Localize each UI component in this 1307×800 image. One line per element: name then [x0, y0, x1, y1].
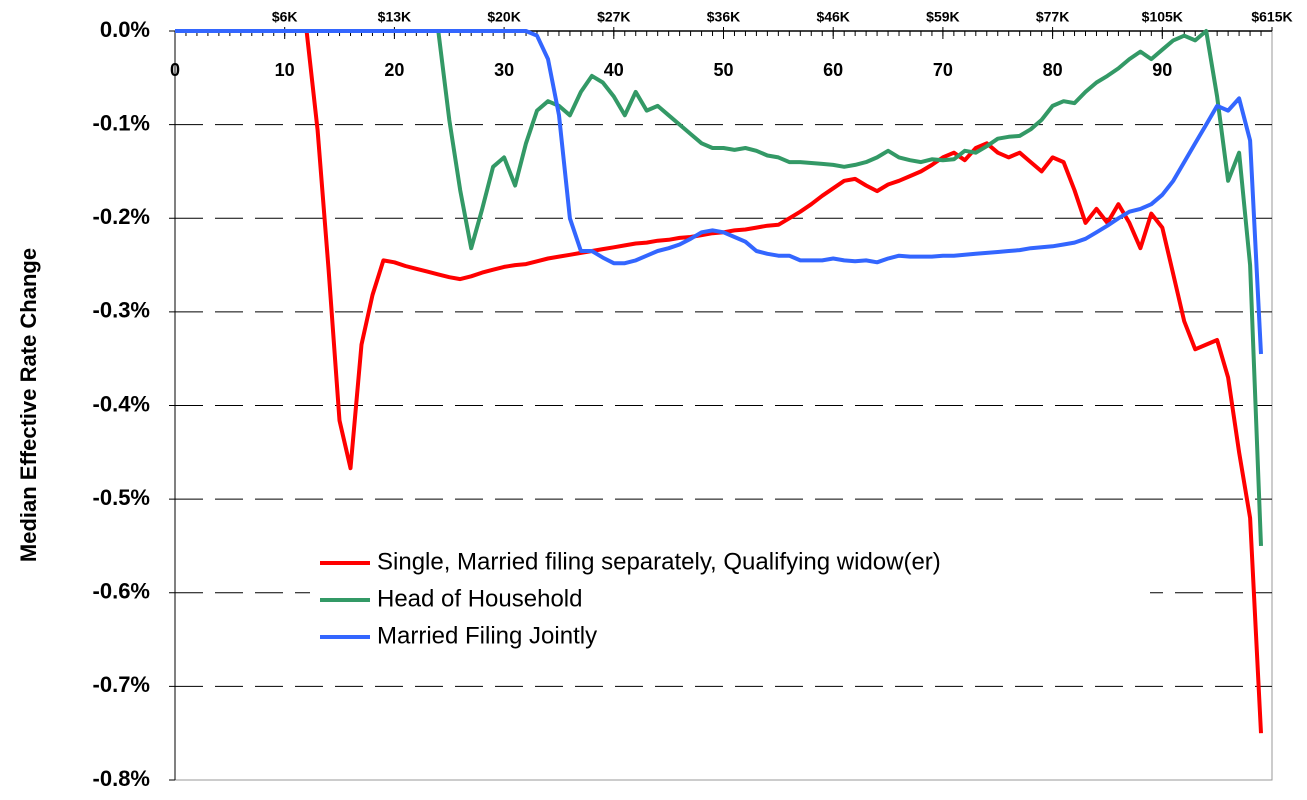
x2-tick-label: $59K [926, 9, 959, 25]
y-tick-label: -0.1% [93, 110, 150, 135]
series-line [175, 29, 1263, 355]
legend-box [310, 543, 1150, 655]
x-tick-label: 80 [1043, 60, 1063, 80]
y-tick-label: -0.3% [93, 298, 150, 323]
y-tick-label: -0.8% [93, 766, 150, 791]
x2-tick-label: $77K [1036, 9, 1069, 25]
series-line [175, 29, 1263, 546]
x-tick-label: 20 [384, 60, 404, 80]
y-tick-label: -0.2% [93, 204, 150, 229]
x2-tick-label: $105K [1142, 9, 1183, 25]
x-tick-label: 0 [170, 60, 180, 80]
x-tick-label: 70 [933, 60, 953, 80]
y-tick-label: -0.4% [93, 391, 150, 416]
x-tick-label: 50 [713, 60, 733, 80]
x2-tick-label: $27K [597, 9, 630, 25]
x-tick-label: 10 [275, 60, 295, 80]
x2-tick-label: $46K [816, 9, 849, 25]
y-axis-label: Median Effective Rate Change [16, 248, 41, 562]
x2-tick-label: $20K [487, 9, 520, 25]
legend-label: Married Filing Jointly [377, 622, 597, 649]
y-tick-label: -0.6% [93, 579, 150, 604]
x2-tick-label: $36K [707, 9, 740, 25]
y-tick-label: -0.5% [93, 485, 150, 510]
legend-label: Head of Household [377, 585, 582, 612]
x2-tick-label: $615K [1251, 9, 1292, 25]
legend-label: Single, Married filing separately, Quali… [377, 548, 941, 575]
x-tick-label: 40 [604, 60, 624, 80]
legend: Single, Married filing separately, Quali… [310, 543, 1150, 655]
x-tick-label: 90 [1152, 60, 1172, 80]
x-tick-label: 60 [823, 60, 843, 80]
x-tick-label: 30 [494, 60, 514, 80]
y-tick-label: 0.0% [100, 17, 150, 42]
x2-tick-label: $6K [272, 9, 298, 25]
x2-tick-label: $13K [378, 9, 411, 25]
y-tick-label: -0.7% [93, 672, 150, 697]
